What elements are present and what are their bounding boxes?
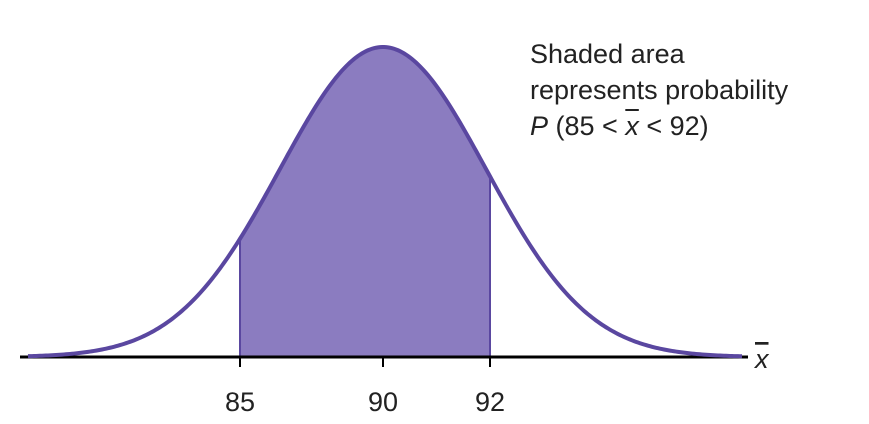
annotation-line-1: Shaded area [530,39,685,69]
shaded-area [240,47,490,357]
probability-annotation: Shaded area represents probability P (85… [530,36,788,144]
annotation-line-3: P (85 < x < 92) [530,108,788,144]
x-tick-label-85: 85 [225,387,255,417]
shaded-probability-region [239,47,491,357]
x-axis-label: x [753,344,770,374]
inequality-open: (85 < [548,111,626,141]
probability-symbol: P [530,111,549,141]
annotation-line-2: represents probability [530,75,789,105]
x-tick-label-92: 92 [475,387,505,417]
x-axis-ticks: 85 90 92 [225,357,505,417]
normal-curve [27,45,743,359]
inequality-close: < 92) [638,111,709,141]
sample-mean-symbol: x [625,111,639,141]
x-tick-label-90: 90 [368,387,398,417]
